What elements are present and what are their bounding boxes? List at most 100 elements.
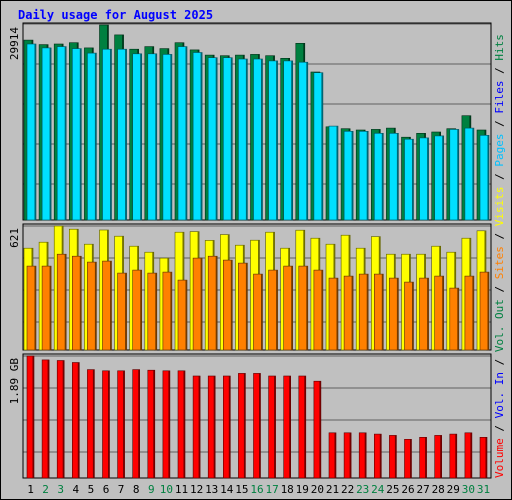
bar-shadow xyxy=(110,49,112,221)
bar-shadow xyxy=(198,376,201,478)
bar-shadow xyxy=(440,435,442,478)
legend-entry: Pages xyxy=(493,134,506,167)
bar-shadow xyxy=(364,432,367,478)
bar-shadow xyxy=(396,278,399,350)
bar-shadow xyxy=(170,54,172,221)
bar-shadow xyxy=(110,261,112,350)
bar-shadow xyxy=(485,437,487,478)
bar-shadow xyxy=(200,258,203,350)
bar-shadow xyxy=(155,273,157,350)
bar-shadow xyxy=(457,288,459,350)
bar-shadow xyxy=(289,376,291,478)
bar-shadow xyxy=(457,129,459,220)
bar-shadow xyxy=(79,256,82,350)
bar-shadow xyxy=(215,57,218,221)
bar-shadow xyxy=(170,272,172,350)
legend-entry: / xyxy=(493,418,506,438)
chart-title: Daily usage for August 2025 xyxy=(18,8,213,22)
bar-shadow xyxy=(32,356,34,478)
panel-hits-files-pages: 29914 xyxy=(8,22,492,221)
x-tick-label-day-9: 9 xyxy=(148,483,155,496)
x-tick-label-day-3: 3 xyxy=(57,483,64,496)
x-tick-label-day-25: 25 xyxy=(386,483,399,496)
bar-shadow xyxy=(379,434,382,478)
bar-shadow xyxy=(230,57,233,221)
x-tick-label-day-6: 6 xyxy=(103,483,110,496)
bar-shadow xyxy=(396,133,399,220)
bar-shadow xyxy=(366,274,369,350)
x-tick-label-day-31: 31 xyxy=(477,483,490,496)
bar-shadow xyxy=(64,46,67,220)
bar-shadow xyxy=(425,437,427,478)
bar-shadow xyxy=(336,126,338,220)
x-tick-label-day-29: 29 xyxy=(447,483,460,496)
x-tick-label-day-26: 26 xyxy=(401,483,414,496)
legend-entry: / xyxy=(493,226,506,246)
bar-shadow xyxy=(412,139,414,220)
legend-entry: Volume xyxy=(493,438,506,478)
bar-shadow xyxy=(108,370,110,478)
x-tick-label-day-14: 14 xyxy=(220,483,234,496)
bar-shadow xyxy=(125,273,127,350)
bar-shadow xyxy=(261,274,263,350)
bar-shadow xyxy=(470,432,472,478)
bar-shadow xyxy=(34,44,36,220)
legend-entry: Vol. In xyxy=(493,372,506,418)
bar-shadow xyxy=(153,370,155,478)
x-tick-label-day-23: 23 xyxy=(356,483,369,496)
bar-shadow xyxy=(215,256,218,350)
bar-shadow xyxy=(321,270,323,350)
x-axis-labels: 1 2 3 4 5 6 7 8 9 10 11 12 13 14 15 16 17 18 19 20 21 22 23 24 2… xyxy=(27,483,490,496)
bar-shadow xyxy=(442,276,444,350)
x-tick-label-day-19: 19 xyxy=(296,483,309,496)
bar-shadow xyxy=(185,46,187,220)
x-tick-label-day-5: 5 xyxy=(88,483,95,496)
x-tick-label-day-30: 30 xyxy=(462,483,475,496)
bar-shadow xyxy=(274,376,276,478)
bar-shadow xyxy=(245,59,248,220)
bar-shadow xyxy=(125,49,127,221)
x-tick-label-day-16: 16 xyxy=(250,483,263,496)
panel-scale-label: 1.89 GB xyxy=(8,358,21,405)
legend-entry: / xyxy=(493,352,506,372)
panel-visits-sites: 621 xyxy=(8,223,492,351)
legend-entry: Visits xyxy=(493,187,506,227)
x-tick-label-day-2: 2 xyxy=(42,483,49,496)
chart-panels: 29914 621 1.89 GB xyxy=(8,22,492,479)
panel-scale-label: 621 xyxy=(8,228,21,248)
bar-shadow xyxy=(243,373,246,478)
legend-entry: Files xyxy=(493,81,506,114)
bar-shadow xyxy=(291,266,293,350)
bar-shadow xyxy=(140,270,142,350)
bar-shadow xyxy=(168,370,170,478)
x-tick-label-day-27: 27 xyxy=(416,483,429,496)
bar-shadow xyxy=(472,128,474,220)
bar-shadow xyxy=(336,278,338,350)
bar-shadow xyxy=(185,280,187,350)
bar-shadow xyxy=(155,53,157,220)
bar-shadow xyxy=(92,369,95,478)
bar-shadow xyxy=(442,135,444,220)
bar-shadow xyxy=(200,52,203,220)
x-tick-label-day-11: 11 xyxy=(175,483,188,496)
bar-shadow xyxy=(319,381,321,478)
bar-shadow xyxy=(306,266,308,350)
bar-shadow xyxy=(123,370,125,478)
bar-shadow xyxy=(140,53,142,220)
bar-shadow xyxy=(245,263,248,350)
legend-entry: / xyxy=(493,167,506,187)
bar-shadow xyxy=(291,60,293,221)
bar-shadow xyxy=(427,137,429,220)
bar-shadow xyxy=(64,254,67,350)
bar-shadow xyxy=(138,369,140,478)
bar-shadow xyxy=(412,282,414,350)
bar-shadow xyxy=(351,276,354,350)
x-tick-label-day-13: 13 xyxy=(205,483,218,496)
panel-volume: 1.89 GB xyxy=(8,353,492,479)
bar-shadow xyxy=(487,135,489,220)
right-legend-text: Volume / Vol. In / Vol. Out / Sites / Vi… xyxy=(493,34,506,478)
bar-shadow xyxy=(410,439,412,478)
bar-shadow xyxy=(213,376,216,478)
bar-shadow xyxy=(261,59,263,220)
